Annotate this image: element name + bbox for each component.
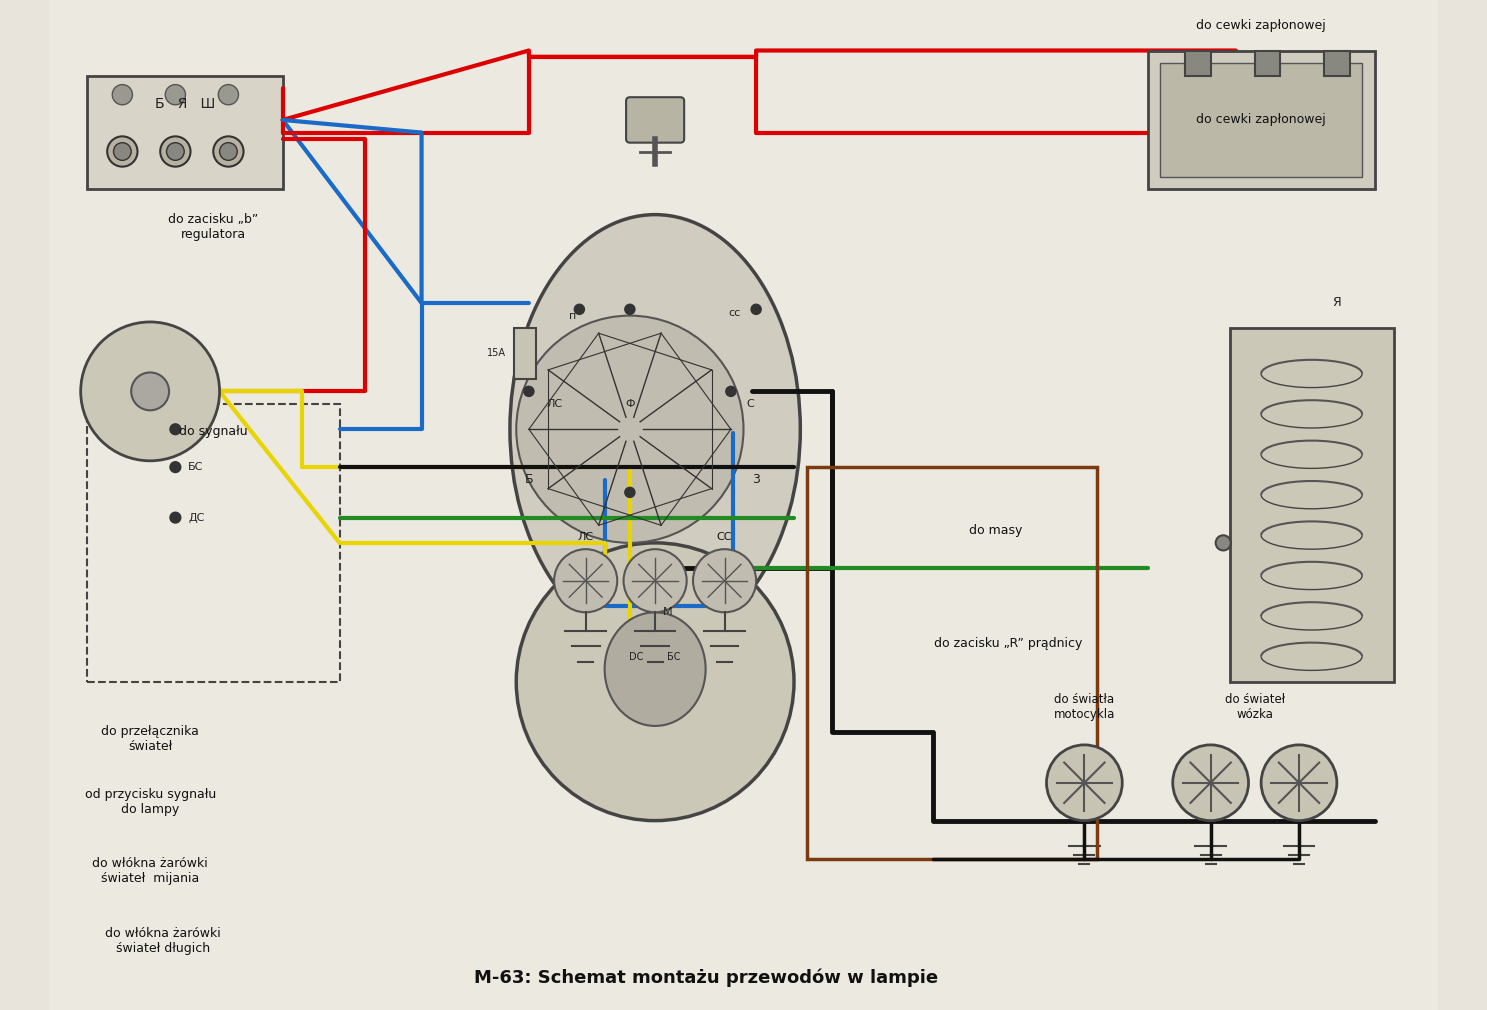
Circle shape [171,513,180,523]
Text: do cewki zapłonowej: do cewki zapłonowej [1196,19,1326,31]
Text: Ф: Ф [625,399,635,409]
Circle shape [693,549,755,612]
Circle shape [1047,745,1123,820]
Bar [1255,50,1280,76]
Circle shape [726,387,736,396]
Text: Я: Я [1332,297,1341,309]
Bar [88,76,283,190]
Circle shape [131,373,170,410]
Bar [1160,63,1362,177]
Text: СС: СС [717,531,732,541]
Circle shape [213,136,244,167]
Text: С: С [746,399,754,409]
Text: do świateł
wózka: do świateł wózka [1225,693,1285,721]
Bar [1185,50,1210,76]
Circle shape [167,142,184,161]
Circle shape [171,463,180,472]
Circle shape [113,142,131,161]
Text: M: M [663,607,672,617]
Text: 15А: 15А [488,348,506,359]
Text: do zacisku „b”
regulatora: do zacisku „b” regulatora [168,213,259,241]
Circle shape [80,322,220,461]
Circle shape [165,85,186,105]
Text: БС: БС [187,463,204,472]
Text: БС: БС [668,651,681,662]
Circle shape [220,142,238,161]
Text: do zacisku „R” prądnicy: do zacisku „R” prądnicy [934,637,1083,650]
Text: Б   Я   Ш: Б Я Ш [155,97,216,110]
Text: do sygnału: do sygnału [178,425,247,438]
Text: сс: сс [729,308,741,318]
Circle shape [112,85,132,105]
Circle shape [625,304,635,314]
Text: do włókna żarówki
świateł  mijania: do włókna żarówki świateł mijania [92,857,208,885]
Bar [806,467,1097,858]
Text: do masy: do masy [970,524,1023,536]
FancyBboxPatch shape [626,97,684,142]
Circle shape [1261,745,1337,820]
Circle shape [1173,745,1249,820]
Circle shape [516,315,744,543]
Text: п: п [570,311,577,320]
Bar [88,404,339,682]
Circle shape [751,304,761,314]
Circle shape [623,549,687,612]
Circle shape [625,488,635,497]
Ellipse shape [605,612,706,726]
Circle shape [161,136,190,167]
Circle shape [219,85,238,105]
Text: ДС: ДС [187,513,204,522]
Bar [513,328,537,379]
Text: M-63: Schemat montażu przewodów w lampie: M-63: Schemat montażu przewodów w lampie [473,969,938,988]
Circle shape [1216,535,1231,550]
Text: ЛС: ЛС [546,399,562,409]
Circle shape [523,387,534,396]
Circle shape [171,424,180,434]
Text: do włókna żarówki
świateł długich: do włókna żarówki świateł długich [106,926,220,954]
Text: 3: 3 [752,474,760,486]
Text: od przycisku sygnału
do lampy: od przycisku sygnału do lampy [85,788,216,816]
Circle shape [555,549,617,612]
Circle shape [516,543,794,820]
Bar [1148,50,1375,190]
Circle shape [574,304,584,314]
Bar [1325,50,1350,76]
Ellipse shape [510,215,800,644]
Text: DC: DC [629,651,644,662]
Text: ЛС: ЛС [577,531,593,541]
Text: Б: Б [525,474,534,486]
Text: do cewki zapłonowej: do cewki zapłonowej [1196,113,1326,126]
Circle shape [107,136,137,167]
Text: do światła
motocykla: do światła motocykla [1054,693,1115,721]
Text: do przełącznika
świateł: do przełącznika świateł [101,724,199,752]
Bar [1230,328,1393,682]
